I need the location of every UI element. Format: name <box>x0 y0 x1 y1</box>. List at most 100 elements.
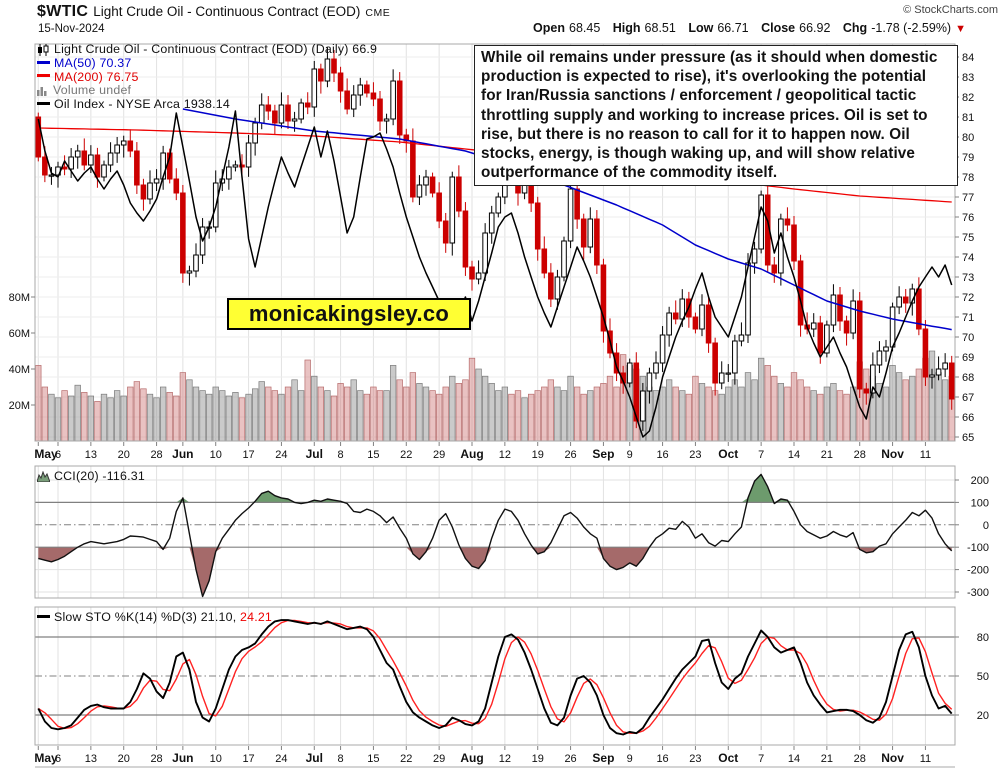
high-label: High <box>612 21 641 35</box>
svg-text:26: 26 <box>564 449 576 461</box>
ohlc-quote-bar: Open 68.45 High 68.51 Low 66.71 Close 66.92 … <box>524 21 966 35</box>
svg-text:79: 79 <box>962 152 974 164</box>
svg-text:200: 200 <box>971 475 989 487</box>
svg-text:May: May <box>34 751 58 765</box>
svg-text:24: 24 <box>275 753 287 765</box>
svg-text:24: 24 <box>275 449 287 461</box>
svg-text:50: 50 <box>977 671 989 683</box>
svg-text:Sep: Sep <box>592 751 614 765</box>
low-label: Low <box>688 21 714 35</box>
legend-series: Light Crude Oil - Continuous Contract (E… <box>37 42 378 57</box>
chart-header: $WTIC Light Crude Oil - Continuous Contra… <box>37 3 390 21</box>
instrument-title: Light Crude Oil - Continuous Contract (E… <box>93 4 361 19</box>
sto-legend-label: Slow STO %K(14) %D(3) 21.10, <box>54 610 237 624</box>
svg-text:40M: 40M <box>9 364 30 376</box>
svg-text:8: 8 <box>338 449 344 461</box>
cci-legend: CCI(20) -116.31 <box>37 469 145 483</box>
svg-text:11: 11 <box>920 753 931 765</box>
svg-text:-100: -100 <box>967 542 989 554</box>
svg-text:29: 29 <box>433 449 445 461</box>
down-triangle-icon: ▼ <box>955 23 966 35</box>
svg-text:Jul: Jul <box>306 751 323 765</box>
svg-text:72: 72 <box>962 292 974 304</box>
svg-text:Jun: Jun <box>172 447 193 461</box>
svg-text:Aug: Aug <box>460 447 483 461</box>
svg-text:8: 8 <box>338 753 344 765</box>
svg-text:19: 19 <box>532 753 544 765</box>
ma200-line-icon <box>37 74 50 78</box>
svg-text:20: 20 <box>118 449 130 461</box>
open-value: 68.45 <box>569 21 601 35</box>
svg-text:26: 26 <box>564 753 576 765</box>
svg-text:Nov: Nov <box>881 447 904 461</box>
svg-text:12: 12 <box>499 753 511 765</box>
svg-text:17: 17 <box>242 753 254 765</box>
legend-volume-label: Volume undef <box>53 83 132 98</box>
svg-text:21: 21 <box>821 753 833 765</box>
svg-text:16: 16 <box>656 449 668 461</box>
svg-text:9: 9 <box>627 449 633 461</box>
high-value: 68.51 <box>644 21 676 35</box>
svg-text:Oct: Oct <box>718 751 738 765</box>
cci-area-icon <box>37 471 50 483</box>
svg-text:80: 80 <box>962 132 974 144</box>
legend-volume: Volume undef <box>37 83 377 98</box>
svg-text:22: 22 <box>400 753 412 765</box>
svg-text:69: 69 <box>962 352 974 364</box>
sto-legend: Slow STO %K(14) %D(3) 21.10, 24.21 <box>37 610 272 624</box>
svg-text:20: 20 <box>118 753 130 765</box>
svg-text:60M: 60M <box>9 328 30 340</box>
svg-text:28: 28 <box>854 753 866 765</box>
candlestick-icon <box>38 43 49 56</box>
svg-text:81: 81 <box>962 112 974 124</box>
copyright-label: © StockCharts.com <box>903 4 998 16</box>
sto-line-icon <box>37 614 50 618</box>
svg-text:7: 7 <box>758 449 764 461</box>
chg-label: Chg <box>842 21 868 35</box>
svg-text:68: 68 <box>962 372 974 384</box>
svg-text:70: 70 <box>962 332 974 344</box>
svg-text:28: 28 <box>150 449 162 461</box>
svg-text:Nov: Nov <box>881 751 904 765</box>
svg-text:23: 23 <box>689 449 701 461</box>
svg-text:Oct: Oct <box>718 447 738 461</box>
svg-text:29: 29 <box>433 753 445 765</box>
svg-text:16: 16 <box>656 753 668 765</box>
close-label: Close <box>761 21 796 35</box>
main-chart-legend: Light Crude Oil - Continuous Contract (E… <box>37 42 378 112</box>
oil-index-line-icon <box>37 101 50 105</box>
svg-text:-200: -200 <box>967 565 989 577</box>
svg-text:75: 75 <box>962 232 974 244</box>
svg-text:83: 83 <box>962 72 974 84</box>
svg-text:66: 66 <box>962 412 974 424</box>
svg-text:9: 9 <box>627 753 633 765</box>
svg-text:Sep: Sep <box>592 447 614 461</box>
exchange-label: CME <box>365 7 391 19</box>
svg-text:22: 22 <box>400 449 412 461</box>
svg-text:84: 84 <box>962 52 974 64</box>
svg-text:13: 13 <box>85 753 97 765</box>
svg-text:Aug: Aug <box>460 751 483 765</box>
watermark-badge: monicakingsley.co <box>227 298 471 330</box>
svg-text:12: 12 <box>499 449 511 461</box>
chg-value: -1.78 (-2.59%) <box>871 21 952 35</box>
sto-legend-d-value: 24.21 <box>240 610 273 624</box>
svg-text:65: 65 <box>962 432 974 444</box>
svg-text:19: 19 <box>532 449 544 461</box>
annotation-text-box: While oil remains under pressure (as it … <box>474 45 958 187</box>
svg-text:20: 20 <box>977 710 989 722</box>
svg-text:80: 80 <box>977 632 989 644</box>
svg-text:11: 11 <box>920 449 931 461</box>
close-value: 66.92 <box>799 21 831 35</box>
quote-date: 15-Nov-2024 <box>38 23 105 35</box>
svg-text:14: 14 <box>788 449 800 461</box>
svg-text:74: 74 <box>962 252 974 264</box>
legend-series-label: Light Crude Oil - Continuous Contract (E… <box>54 42 378 56</box>
svg-text:17: 17 <box>242 449 254 461</box>
svg-text:76: 76 <box>962 212 974 224</box>
svg-text:15: 15 <box>367 753 379 765</box>
open-label: Open <box>533 21 565 35</box>
legend-oil-index-label: Oil Index - NYSE Arca 1938.14 <box>54 97 230 112</box>
svg-text:78: 78 <box>962 172 974 184</box>
svg-text:7: 7 <box>758 753 764 765</box>
